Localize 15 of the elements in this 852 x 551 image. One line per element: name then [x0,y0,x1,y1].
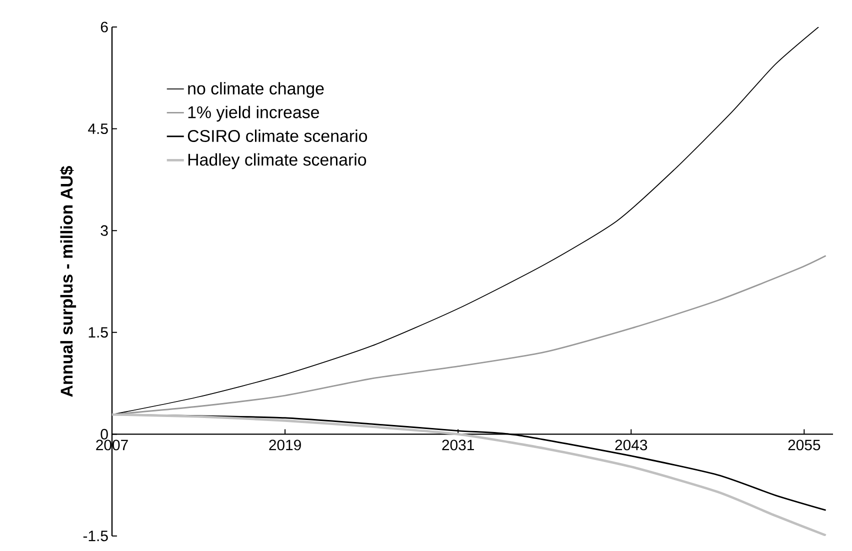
y-tick-label: 0 [100,428,108,440]
y-tick-label: 6 [100,22,108,32]
x-tick-label: 2043 [615,440,648,450]
legend-label: no climate change [188,82,324,98]
x-tick-label: 2019 [269,440,301,450]
y-tick-label: -1.5 [83,530,108,542]
legend-label: CSIRO climate scenario [188,130,368,142]
y-tick-label: 3 [100,225,108,236]
legend-label: Hadley climate scenario [188,153,366,170]
x-tick-label: 2031 [442,440,474,450]
y-axis-title: Annual surplus - million AU$ [60,166,76,397]
y-tick-label: 4.5 [88,124,108,134]
legend-label: 1% yield increase [188,106,320,122]
x-tick-label: 2055 [788,440,820,450]
y-tick-label: 1.5 [88,327,108,338]
